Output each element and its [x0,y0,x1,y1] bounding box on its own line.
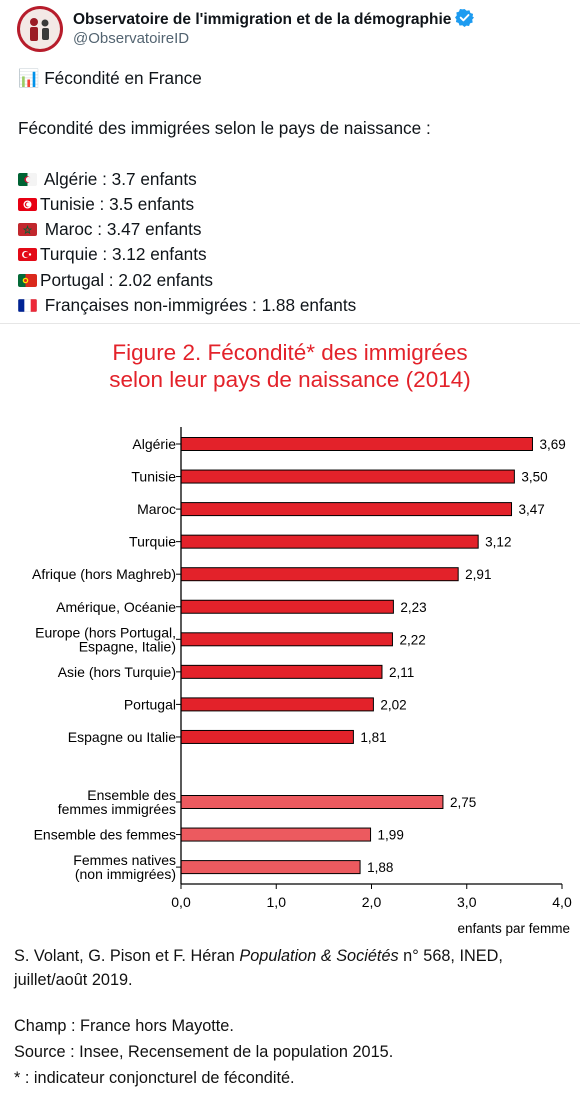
tweet-line-text: Maroc : 3.47 enfants [40,219,202,240]
bar [180,729,354,744]
tweet-line-text: Algérie : 3.7 enfants [40,168,197,189]
author-handle[interactable]: @ObservatoireID [73,30,190,47]
tweet-line-text: Turquie : 3.12 enfants [40,244,207,265]
x-tick-label: 4,0 [552,894,572,910]
chart-image[interactable]: Figure 2. Fécondité* des immigrées selon… [0,323,580,1098]
category-label: Tunisie [131,469,176,485]
tweet-line: Algérie : 3.7 enfants [18,167,563,192]
bar-value-label: 3,47 [519,502,545,517]
author-name-text: Observatoire de l'immigration et de la d… [73,11,452,28]
source-date: juillet/août 2019. [14,971,133,989]
tweet-line: Maroc : 3.47 enfants [18,217,563,242]
bar [180,599,394,614]
author-name[interactable]: Observatoire de l'immigration et de la d… [73,8,475,29]
bar-value-label: 2,02 [380,697,406,712]
category-label: Amérique, Océanie [56,599,176,615]
turkey-flag-icon [18,248,37,262]
bar-value-label: 2,11 [389,665,414,680]
tweet-line: Portugal : 2.02 enfants [18,268,563,293]
bar-value-label: 3,69 [539,437,565,452]
france-flag-icon [18,298,37,312]
category-label: Femmes natives [73,852,176,868]
tunisia-flag-icon [18,198,37,212]
tweet-line-text: Tunisie : 3.5 enfants [40,194,195,215]
figure-source: S. Volant, G. Pison et F. Héran Populati… [14,944,503,992]
figure-census-source: Source : Insee, Recensement de la popula… [14,1043,394,1061]
bar-value-label: 1,88 [367,860,393,875]
category-label: Ensemble des [87,787,176,803]
category-label: femmes immigrées [58,801,176,817]
category-label: Maroc [137,501,176,517]
x-tick-label: 2,0 [362,894,382,910]
bar-chart-emoji-icon: 📊 [18,68,40,88]
tweet-text: 📊 Fécondité en France Fécondité des immi… [18,66,563,318]
source-journal: Population & Sociétés [239,947,399,965]
bar-value-label: 2,22 [399,632,425,647]
category-label: Asie (hors Turquie) [58,664,176,680]
bar-value-label: 3,12 [485,535,511,550]
fertility-chart: Figure 2. Fécondité* des immigrées selon… [32,340,572,936]
category-label: Algérie [132,436,176,452]
bar [180,827,372,842]
tweet-line: Françaises non-immigrées : 1.88 enfants [18,293,563,318]
portugal-flag-icon [18,273,37,287]
bar-value-label: 3,50 [521,470,547,485]
x-tick-label: 1,0 [267,894,287,910]
tweet-line-text: Françaises non-immigrées : 1.88 enfants [40,294,357,315]
tweet-title: Fécondité en France [44,68,202,88]
bar-value-label: 2,75 [450,795,476,810]
algeria-flag-icon [18,172,37,186]
bar-value-label: 1,99 [378,828,404,843]
tweet-line: Tunisie : 3.5 enfants [18,192,563,217]
tweet-line-text: Portugal : 2.02 enfants [40,269,213,290]
category-label: Espagne ou Italie [68,729,176,745]
avatar-background [20,9,60,49]
bar-value-label: 2,91 [465,567,491,582]
tweet-line: Turquie : 3.12 enfants [18,242,563,267]
category-label: (non immigrées) [75,866,176,882]
bar [180,795,444,809]
avatar[interactable] [17,6,63,52]
bar [180,632,393,647]
bar [180,860,361,875]
x-axis-label: enfants par femme [457,921,570,936]
verified-badge-icon [455,8,475,27]
source-rest: n° 568, INED, [398,947,503,965]
bar [180,697,374,712]
morocco-flag-icon [18,223,37,237]
tweet-intro: Fécondité des immigrées selon le pays de… [18,118,431,139]
x-ticks-layer: 0,0 1,0 2,0 3,0 4,0 [171,884,572,910]
figure-champ: Champ : France hors Mayotte. [14,1017,234,1035]
tweet-title-line: 📊 Fécondité en France [18,66,563,91]
bars-layer: 3,69 Algérie 3,50 Tunisie 3,47 Maroc 3,12 Turqu… [32,436,566,882]
category-label: Ensemble des femmes [34,827,176,843]
bar [180,502,513,517]
category-label: Afrique (hors Maghreb) [32,566,176,582]
category-label: Portugal [124,696,176,712]
category-label: Turquie [129,534,176,550]
bar-value-label: 1,81 [360,730,386,745]
chart-title-line2: selon leur pays de naissance (2014) [109,367,470,392]
x-tick-label: 0,0 [171,894,191,910]
category-label: Espagne, Italie) [79,638,176,654]
chart-title-line1: Figure 2. Fécondité* des immigrées [112,340,467,365]
bar [180,567,459,582]
bar [180,469,515,484]
bar [180,437,533,451]
bar [180,664,383,679]
people-icon [30,18,49,41]
x-tick-label: 3,0 [457,894,477,910]
figure-footnote: * : indicateur conjoncturel de fécondité… [14,1069,295,1087]
bar-value-label: 2,23 [400,600,426,615]
bar [180,534,479,549]
source-authors: S. Volant, G. Pison et F. Héran [14,947,240,965]
category-label: Europe (hors Portugal, [35,624,176,640]
